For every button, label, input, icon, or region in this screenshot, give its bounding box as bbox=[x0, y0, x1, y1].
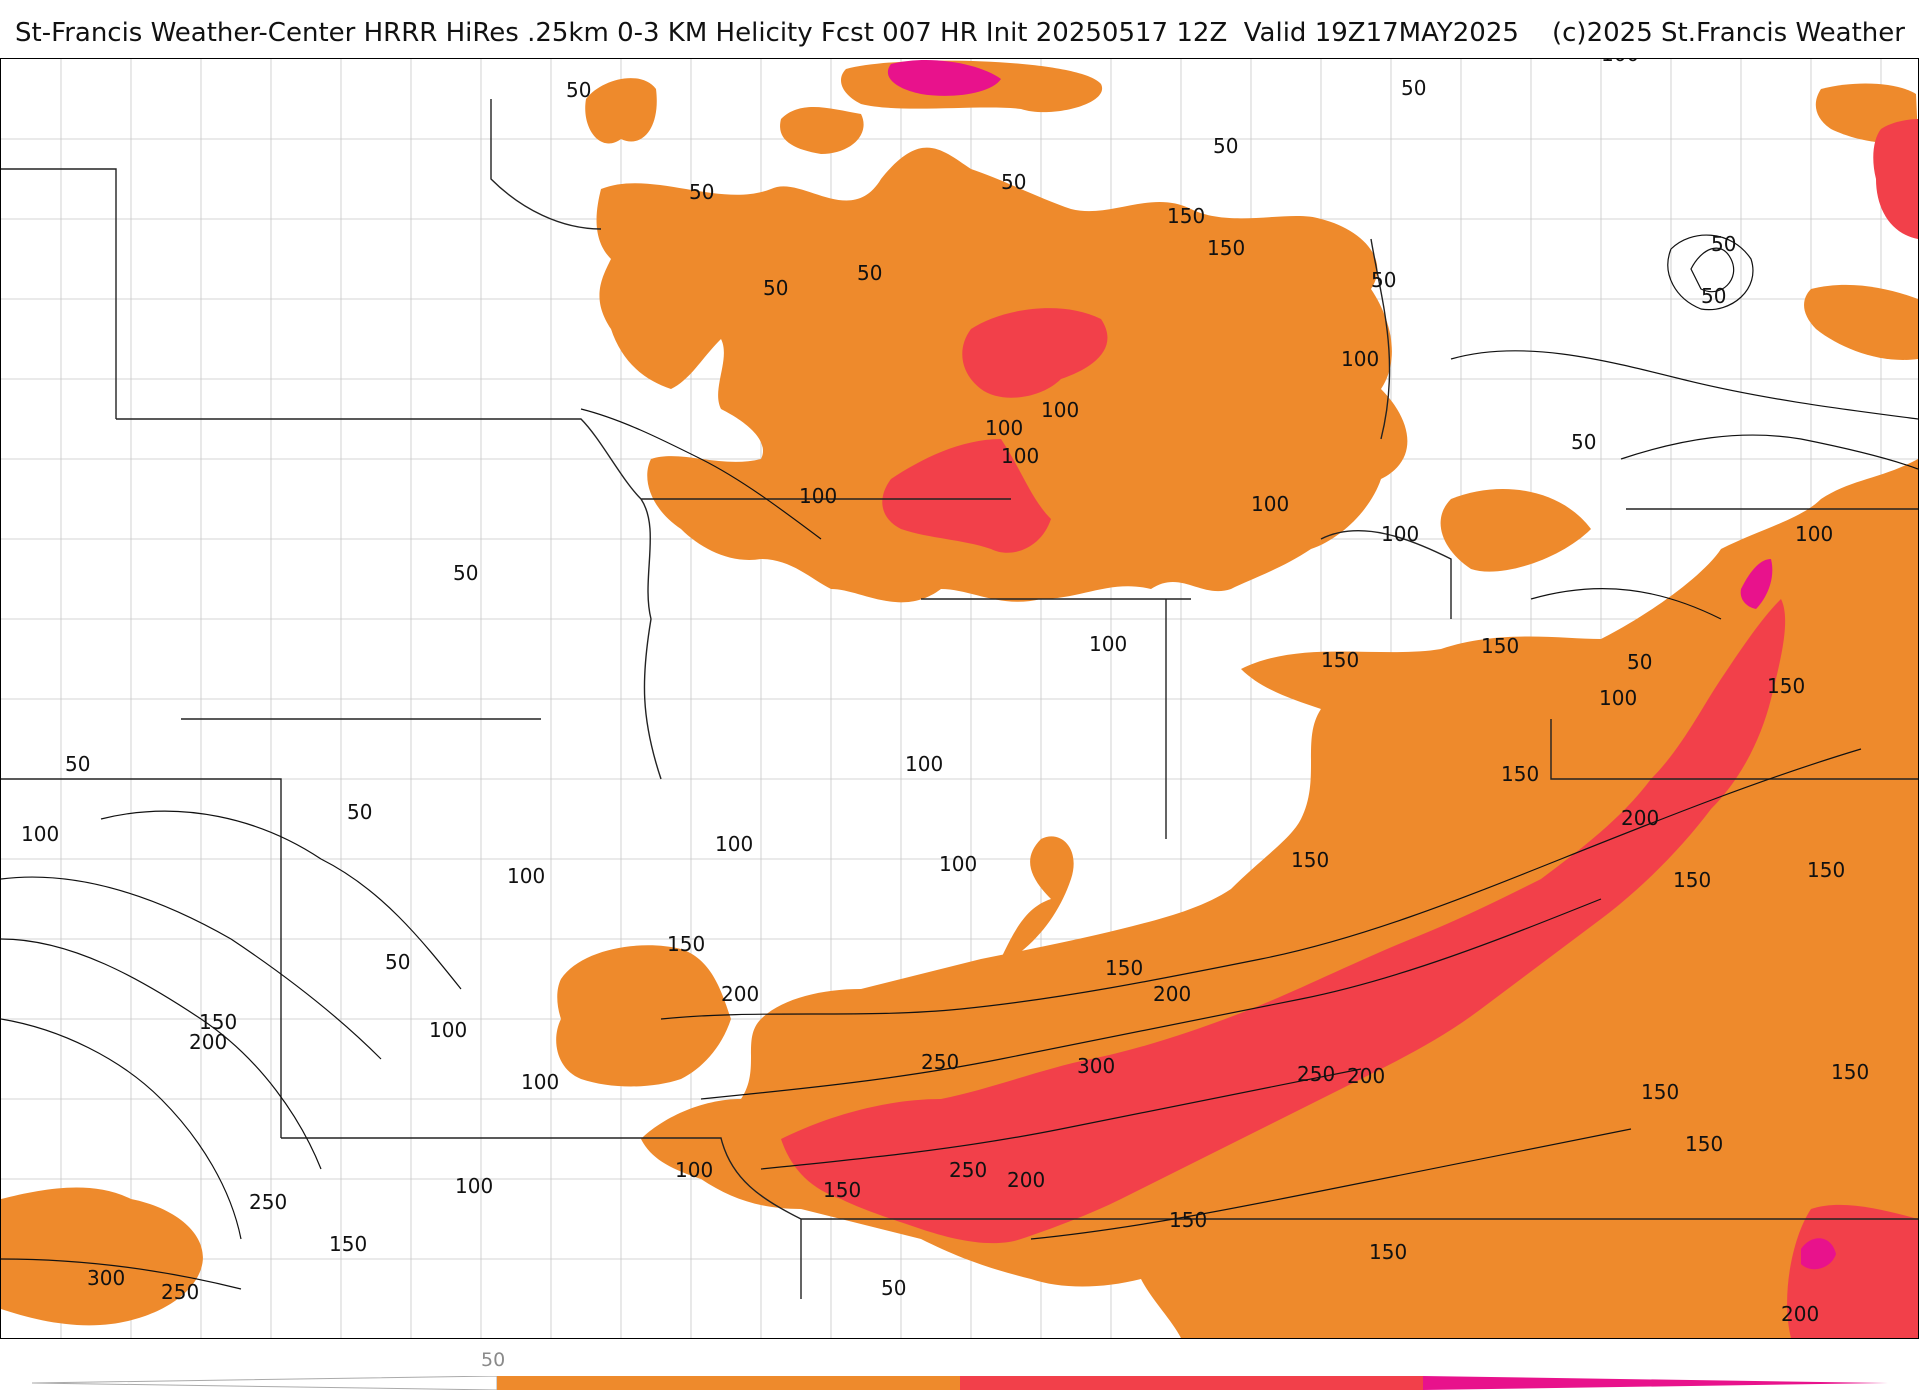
legend-band-magenta bbox=[1423, 1376, 1888, 1390]
helicity-shading-magenta bbox=[887, 59, 1836, 1270]
contour-label: 100 bbox=[1251, 492, 1289, 516]
contour-label: 100 bbox=[905, 752, 943, 776]
contour-label: 100 bbox=[1089, 632, 1127, 656]
contour-label: 250 bbox=[949, 1158, 987, 1182]
contour-label: 150 bbox=[1169, 1208, 1207, 1232]
contour-label: 150 bbox=[1831, 1060, 1869, 1084]
contour-label: 150 bbox=[1501, 762, 1539, 786]
contour-label: 150 bbox=[199, 1010, 237, 1034]
contour-label: 300 bbox=[1077, 1054, 1115, 1078]
contour-label: 250 bbox=[161, 1280, 199, 1304]
contour-label: 100 bbox=[675, 1158, 713, 1182]
contour-label: 150 bbox=[1767, 674, 1805, 698]
contour-label: 100 bbox=[939, 852, 977, 876]
contour-label: 100 bbox=[455, 1174, 493, 1198]
contour-label: 50 bbox=[1371, 268, 1396, 292]
contour-label: 150 bbox=[1207, 236, 1245, 260]
contour-label: 100 bbox=[1341, 347, 1379, 371]
contour-label: 50 bbox=[1627, 650, 1652, 674]
legend-tick-label: 50 bbox=[481, 1349, 506, 1371]
contour-label: 150 bbox=[1641, 1080, 1679, 1104]
contour-label: 100 bbox=[1601, 59, 1639, 66]
chart-title: St-Francis Weather-Center HRRR HiRes .25… bbox=[15, 18, 1905, 48]
contour-label: 150 bbox=[1105, 956, 1143, 980]
contour-label: 200 bbox=[1153, 982, 1191, 1006]
contour-label: 50 bbox=[857, 261, 882, 285]
contour-label: 250 bbox=[921, 1050, 959, 1074]
contour-labels: 50 50 50 50 50 50 50 50 50 50 50 50 50 5… bbox=[21, 59, 1869, 1326]
contour-label: 50 bbox=[1001, 170, 1026, 194]
color-legend: 50 bbox=[0, 1339, 1920, 1400]
state-lines bbox=[1, 99, 1918, 1299]
contour-label: 100 bbox=[799, 484, 837, 508]
contour-label: 150 bbox=[1807, 858, 1845, 882]
contour-label: 100 bbox=[21, 822, 59, 846]
contour-label: 50 bbox=[385, 950, 410, 974]
contour-label: 200 bbox=[721, 982, 759, 1006]
contour-label: 300 bbox=[87, 1266, 125, 1290]
contour-label: 100 bbox=[1795, 522, 1833, 546]
contour-label: 100 bbox=[1599, 686, 1637, 710]
contour-label: 50 bbox=[347, 800, 372, 824]
contour-label: 50 bbox=[566, 78, 591, 102]
contour-label: 50 bbox=[1571, 430, 1596, 454]
contour-label: 200 bbox=[1347, 1064, 1385, 1088]
contour-label: 150 bbox=[1685, 1132, 1723, 1156]
contour-label: 100 bbox=[507, 864, 545, 888]
contour-label: 50 bbox=[689, 180, 714, 204]
contour-label: 100 bbox=[521, 1070, 559, 1094]
contour-label: 50 bbox=[763, 276, 788, 300]
contour-label: 150 bbox=[1167, 204, 1205, 228]
contour-label: 50 bbox=[1213, 134, 1238, 158]
contour-label: 50 bbox=[881, 1276, 906, 1300]
contour-label: 100 bbox=[1381, 522, 1419, 546]
contour-label: 150 bbox=[1291, 848, 1329, 872]
contour-label: 100 bbox=[429, 1018, 467, 1042]
contour-label: 200 bbox=[1781, 1302, 1819, 1326]
helicity-map: 50 50 50 50 50 50 50 50 50 50 50 50 50 5… bbox=[0, 58, 1919, 1339]
contour-label: 150 bbox=[329, 1232, 367, 1256]
contour-label: 50 bbox=[1701, 284, 1726, 308]
contour-label: 50 bbox=[453, 561, 478, 585]
contour-label: 50 bbox=[1401, 76, 1426, 100]
contour-label: 250 bbox=[1297, 1062, 1335, 1086]
legend-band-red bbox=[960, 1376, 1423, 1390]
contour-label: 200 bbox=[189, 1030, 227, 1054]
legend-below-min-triangle bbox=[32, 1376, 498, 1390]
legend-band-orange bbox=[497, 1376, 960, 1390]
contour-label: 100 bbox=[1041, 398, 1079, 422]
helicity-contours bbox=[1, 234, 1918, 1290]
contour-label: 150 bbox=[1321, 648, 1359, 672]
contour-label: 150 bbox=[1369, 1240, 1407, 1264]
contour-label: 100 bbox=[985, 416, 1023, 440]
contour-label: 250 bbox=[249, 1190, 287, 1214]
legend-colorbar bbox=[32, 1376, 1888, 1390]
contour-label: 200 bbox=[1621, 806, 1659, 830]
contour-label: 150 bbox=[1481, 634, 1519, 658]
contour-label: 100 bbox=[1001, 444, 1039, 468]
contour-label: 150 bbox=[1673, 868, 1711, 892]
helicity-shading-red bbox=[781, 119, 1918, 1338]
contour-label: 100 bbox=[715, 832, 753, 856]
contour-label: 50 bbox=[1711, 232, 1736, 256]
contour-label: 200 bbox=[1007, 1168, 1045, 1192]
contour-label: 50 bbox=[65, 752, 90, 776]
contour-label: 150 bbox=[823, 1178, 861, 1202]
contour-label: 150 bbox=[667, 932, 705, 956]
